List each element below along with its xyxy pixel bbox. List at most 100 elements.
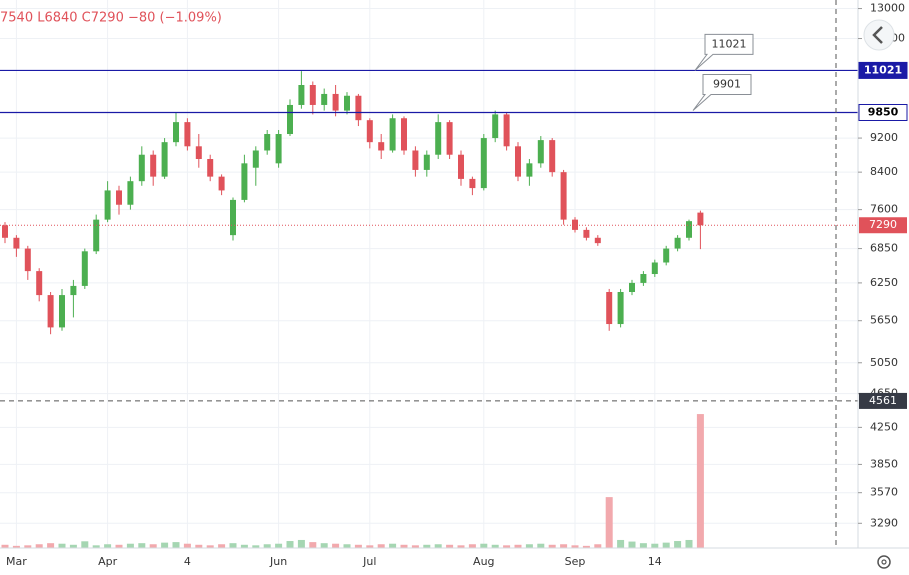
y-tick-label: 7600 [870, 203, 898, 216]
candle-layer [2, 71, 704, 335]
volume-bar [58, 543, 66, 548]
candle-body [389, 118, 396, 151]
grid [0, 0, 858, 548]
candle-body [697, 212, 704, 226]
candle-body [617, 292, 624, 325]
candle-body [412, 150, 419, 170]
volume-bar [651, 543, 659, 548]
scroll-button[interactable] [863, 19, 895, 51]
y-tick-label: 6250 [870, 276, 898, 289]
volume-bar [571, 545, 579, 548]
candle-body [503, 114, 510, 147]
candle-body [47, 295, 54, 328]
ohlc-header: 7540 L6840 C7290 −80 (−1.09%) [0, 11, 222, 26]
volume-bar [696, 414, 704, 548]
candle-body [423, 154, 430, 170]
x-tick-label: Sep [565, 555, 586, 568]
price-label: 9850 [868, 105, 899, 118]
scroll-button-circle[interactable] [863, 19, 895, 51]
volume-bar [617, 539, 625, 548]
candle-body [2, 225, 8, 238]
price-label-box [858, 103, 908, 121]
candle-body [674, 237, 681, 249]
candle-body [640, 274, 647, 283]
candle-body [218, 176, 225, 191]
volume-bar [138, 543, 146, 548]
volume-bar [480, 543, 488, 548]
volume-bar [240, 544, 248, 548]
candle-body [116, 190, 122, 205]
candle-body [515, 146, 521, 177]
y-tick-label: 6850 [870, 242, 898, 255]
volume-bar [206, 545, 214, 548]
candle-body [560, 172, 567, 220]
x-tick-label: 14 [648, 555, 662, 568]
x-tick-label: Aug [473, 555, 494, 568]
candle-body [298, 85, 305, 105]
gear-hub[interactable] [881, 559, 887, 565]
volume-bar [161, 542, 169, 548]
candle-body [275, 134, 282, 164]
candle-body [127, 181, 134, 205]
last-price-box [859, 217, 907, 234]
price-label: 11021 [864, 63, 902, 76]
candle-body [366, 120, 373, 143]
volume-bar [183, 543, 191, 548]
candle-body [355, 95, 362, 121]
candle-body [492, 114, 499, 139]
candle-body [686, 221, 692, 238]
candle-body [184, 122, 191, 147]
scroll-icon[interactable] [872, 26, 883, 44]
volume-bar [263, 544, 271, 548]
volume-bar [275, 543, 283, 548]
volume-bar [423, 544, 431, 548]
volume-bar [343, 544, 351, 548]
candle-body [207, 159, 214, 177]
volume-bar [537, 543, 545, 548]
callout-box [694, 33, 754, 71]
candle-body [104, 190, 111, 220]
candle-body [36, 271, 43, 296]
volume-bar [685, 539, 693, 548]
y-tick-label: 8400 [870, 165, 898, 178]
volume-bar [434, 544, 442, 548]
volume-bar [69, 544, 77, 548]
volume-bar [354, 544, 362, 548]
candle-body [549, 140, 556, 173]
volume-bar [525, 544, 533, 548]
volume-bar [320, 543, 328, 548]
candle-body [629, 282, 635, 293]
volume-bar [514, 544, 522, 548]
settings-button[interactable] [877, 555, 891, 569]
volume-bar [229, 543, 237, 548]
candle-body [378, 142, 385, 151]
volume-bar [468, 544, 476, 548]
price-label-box [858, 61, 908, 79]
y-tick-label: 5050 [870, 356, 898, 369]
volume-layer [1, 414, 704, 548]
candle-body [480, 138, 487, 189]
volume-bar [377, 544, 385, 548]
volume-bar [297, 539, 305, 548]
volume-bar [332, 543, 340, 548]
volume-bar [126, 543, 134, 548]
candle-body [138, 154, 145, 182]
candle-body [309, 85, 316, 105]
candle-body [458, 154, 464, 179]
gear-icon[interactable] [877, 555, 891, 569]
volume-bar [594, 544, 602, 548]
volume-bar [92, 545, 100, 548]
candle-body [70, 285, 77, 296]
x-tick-label: Jul [362, 555, 376, 568]
volume-bar [491, 544, 499, 548]
volume-bar [149, 544, 157, 548]
candle-body [344, 95, 350, 111]
volume-bar [582, 545, 590, 548]
volume-bar [286, 541, 294, 548]
candle-body [287, 104, 293, 135]
candle-body [572, 219, 578, 230]
candle-body [332, 93, 339, 111]
candle-body [150, 154, 157, 177]
volume-bar [548, 544, 556, 548]
